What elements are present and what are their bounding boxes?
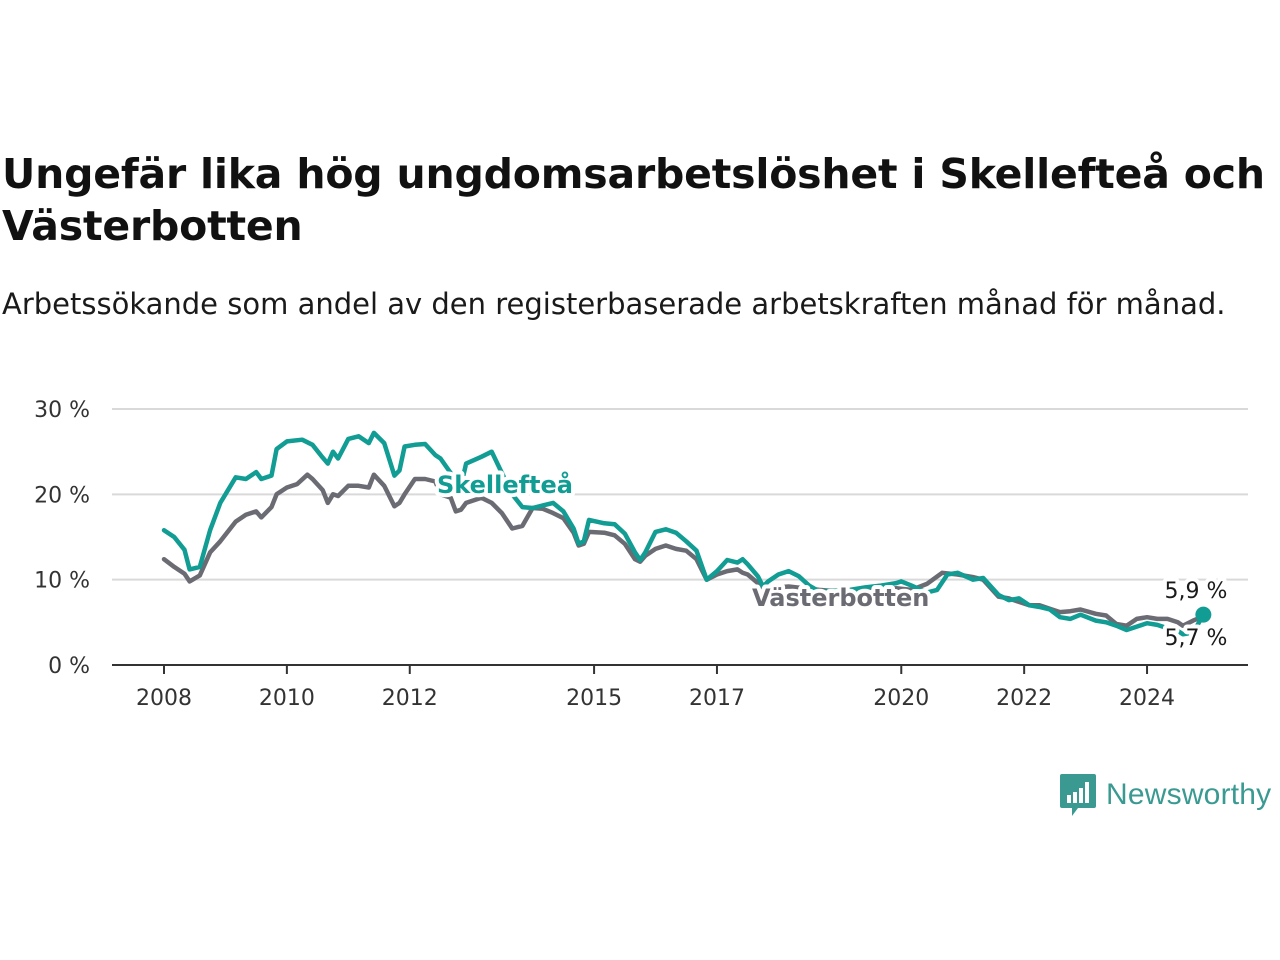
gridlines [112, 408, 1248, 581]
series-line-skelleftea [161, 430, 1206, 637]
x-tick-label: 2022 [996, 686, 1052, 711]
y-tick-label: 20 % [34, 483, 90, 508]
x-axis: 2008 2010 2012 2015 2017 2020 2022 2024 [112, 664, 1248, 711]
x-tick-label: 2024 [1119, 686, 1175, 711]
newsworthy-logo[interactable]: Newsworthy [1058, 772, 1271, 818]
end-marker-skelleftea [1195, 606, 1212, 623]
newsworthy-logo-icon [1060, 774, 1096, 816]
x-tick-label: 2010 [259, 686, 315, 711]
x-tick-label: 2012 [382, 686, 438, 711]
x-tick-label: 2020 [873, 686, 929, 711]
series-label-skelleftea-halo: Skellefteå [437, 470, 573, 499]
series-label-vasterbotten-halo: Västerbotten [752, 584, 929, 612]
chart-subtitle: Arbetssökande som andel av den registerb… [2, 287, 1226, 321]
y-axis: 0 % 10 % 20 % 30 % [34, 398, 90, 679]
y-tick-label: 30 % [34, 398, 90, 423]
series-label-vasterbotten-text: Västerbotten [752, 584, 929, 612]
y-tick-label: 0 % [48, 654, 90, 679]
end-label-vasterbotten-halo: 5,7 % [1165, 626, 1228, 651]
end-label-vasterbotten: 5,7 %5,7 % [1161, 622, 1232, 655]
series-lines [161, 430, 1206, 637]
end-label-vasterbotten-text: 5,7 % [1165, 626, 1228, 651]
chart-title: Ungefär lika hög ungdomsarbetslöshet i S… [2, 150, 1265, 250]
x-tick-label: 2008 [136, 686, 192, 711]
series-label-skelleftea-text: Skellefteå [437, 470, 573, 499]
x-tick-label: 2017 [689, 686, 745, 711]
series-line-vasterbotten [161, 472, 1206, 628]
end-label-skelleftea-halo: 5,9 % [1165, 579, 1228, 604]
end-label-skelleftea: 5,9 %5,9 % [1161, 575, 1232, 608]
logo-text: Newsworthy [1106, 778, 1272, 811]
end-label-skelleftea-text: 5,9 % [1165, 579, 1228, 604]
x-tick-label: 2015 [566, 686, 622, 711]
y-tick-label: 10 % [34, 569, 90, 594]
